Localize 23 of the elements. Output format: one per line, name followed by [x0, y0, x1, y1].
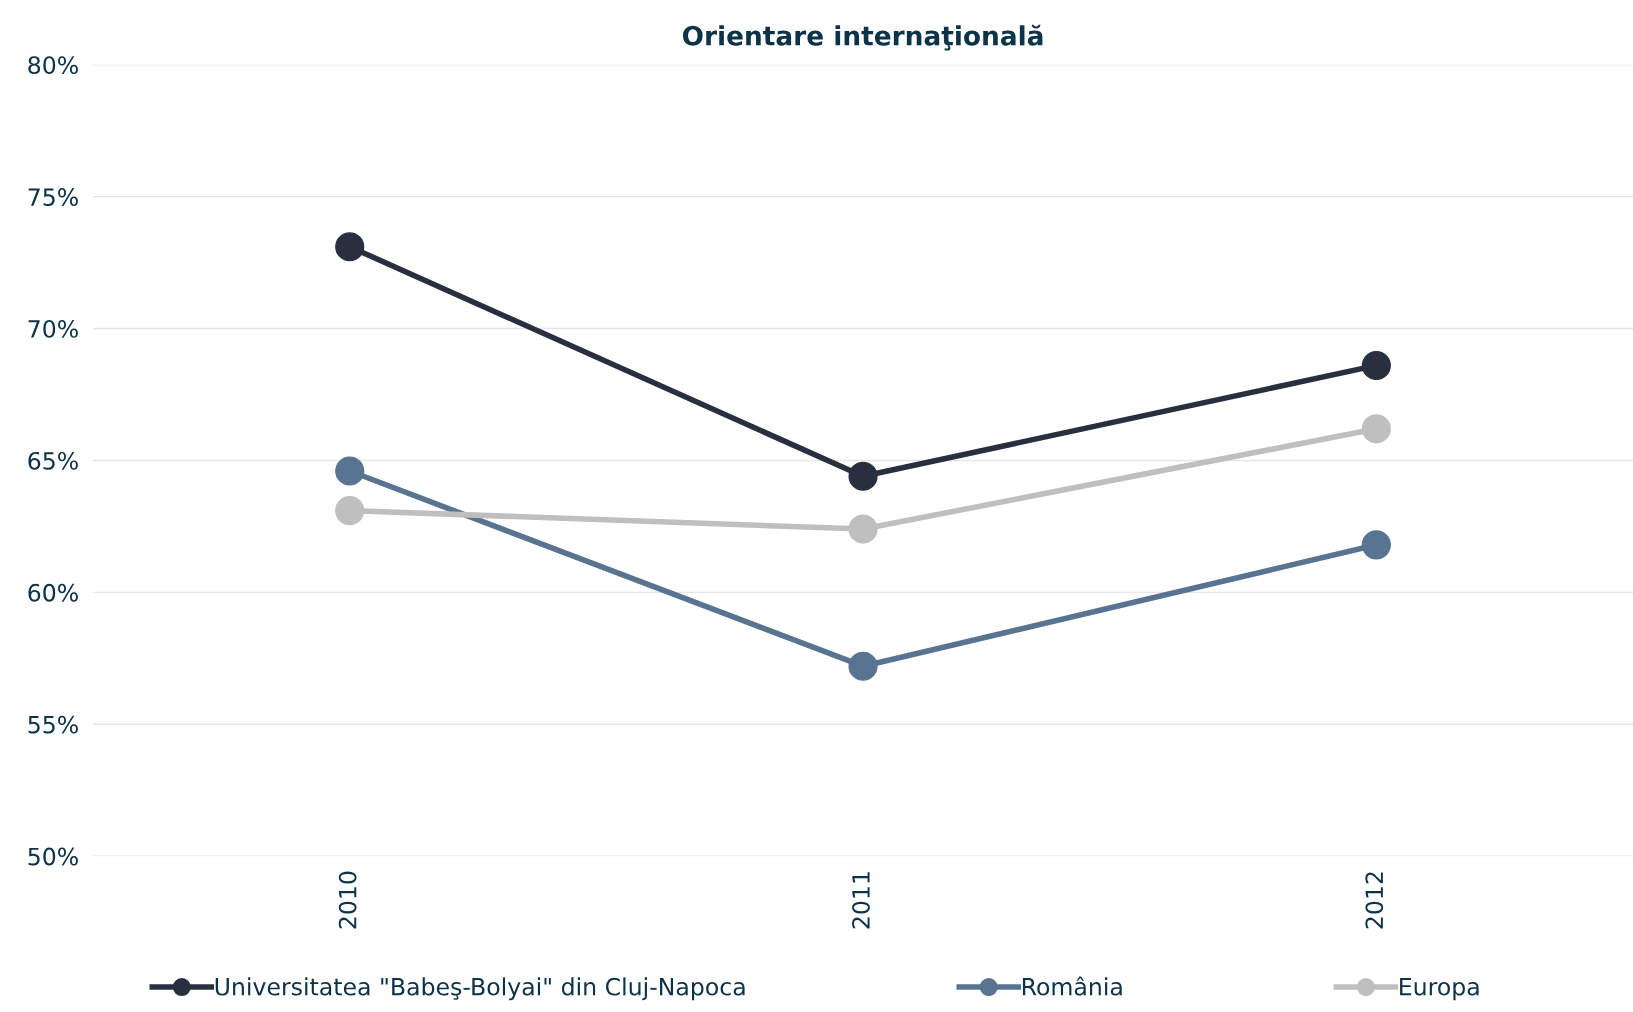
- y-tick-label: 50%: [28, 847, 78, 866]
- y-tick-label: 80%: [28, 56, 78, 75]
- point: [1361, 530, 1391, 560]
- legend-label: România: [1022, 976, 1122, 996]
- point: [848, 651, 878, 681]
- point: [848, 461, 878, 491]
- chart-title: Orientare internaţională: [682, 24, 1043, 51]
- legend-label: Europa: [1400, 978, 1479, 1001]
- x-tick-label: 2011: [852, 872, 870, 929]
- point: [335, 232, 365, 262]
- point: [335, 456, 365, 486]
- y-tick-label: 70%: [28, 320, 78, 338]
- x-tick-label: 2012: [1365, 872, 1384, 929]
- y-tick-label: 75%: [28, 188, 78, 206]
- y-tick-label: 55%: [28, 715, 78, 734]
- point: [335, 495, 365, 526]
- point: [1361, 350, 1391, 381]
- point: [848, 514, 878, 544]
- x-tick-label: 2010: [338, 871, 357, 929]
- point: [1361, 414, 1391, 444]
- y-tick-label: 60%: [28, 583, 78, 602]
- y-tick-label: 65%: [28, 451, 78, 470]
- legend-label: Universitatea "Babeş-Bolyai" din Cluj-Napoca: [215, 977, 745, 1001]
